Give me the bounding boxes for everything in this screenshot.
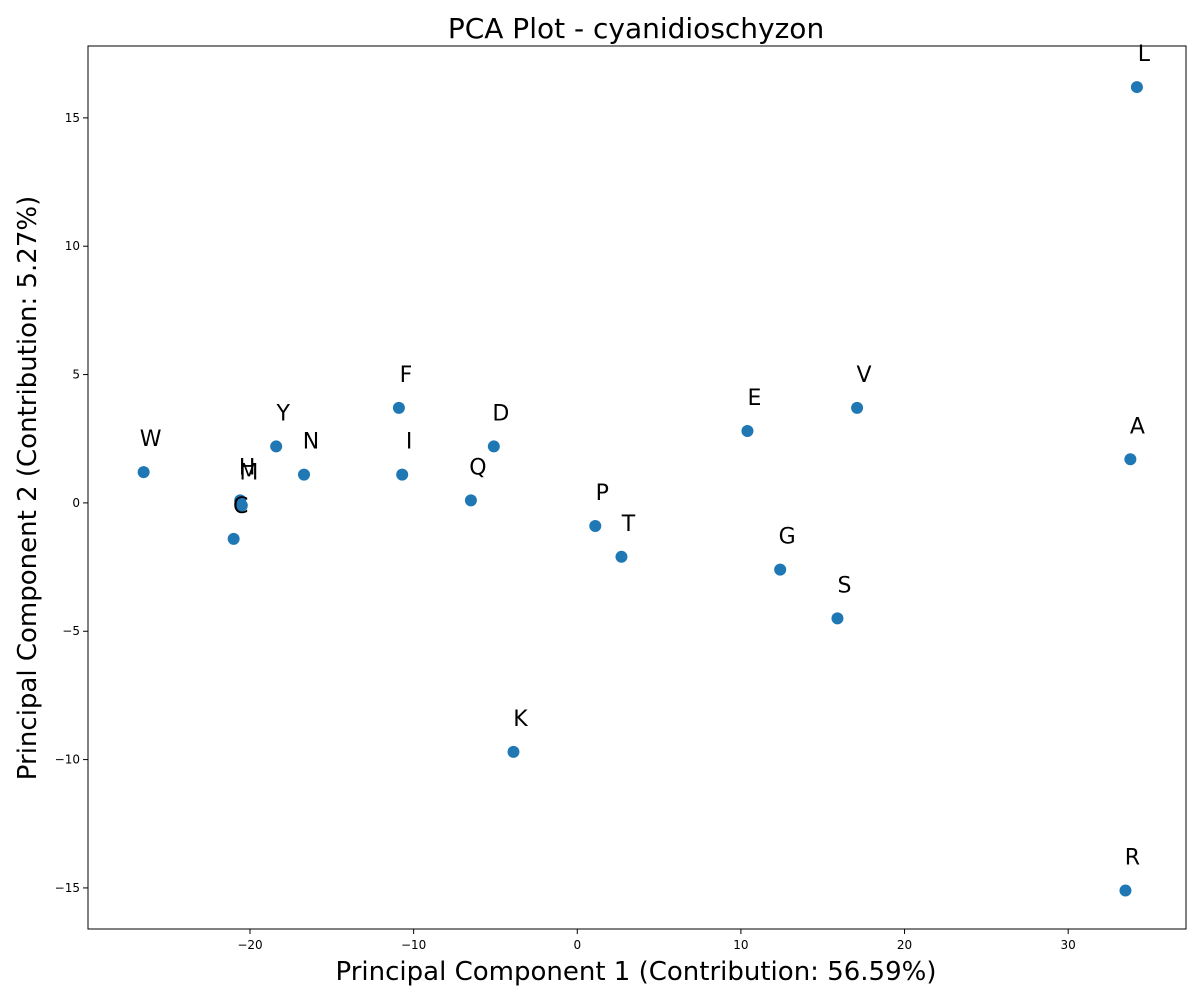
data-point-label-Q: Q: [469, 455, 486, 480]
data-point-M: [235, 499, 248, 512]
data-point-label-C: C: [233, 494, 248, 519]
data-point-A: [1124, 453, 1137, 466]
x-tick-label: −10: [401, 938, 426, 952]
data-point-T: [615, 550, 628, 563]
plot-frame: [87, 45, 1187, 930]
data-point-D: [487, 440, 500, 453]
x-tick-label: −20: [237, 938, 262, 952]
data-point-F: [392, 401, 405, 414]
data-point-label-E: E: [748, 386, 762, 411]
y-tick-label: −5: [62, 624, 80, 638]
y-tick-label: 10: [65, 239, 80, 253]
data-point-label-A: A: [1130, 414, 1145, 439]
y-axis-label: Principal Component 2 (Contribution: 5.2…: [13, 196, 43, 780]
data-point-label-R: R: [1125, 845, 1140, 870]
data-point-label-V: V: [857, 363, 872, 388]
y-tick-label: −10: [55, 753, 80, 767]
x-tick-label: 30: [1061, 938, 1076, 952]
x-tick-label: 20: [897, 938, 912, 952]
data-point-L: [1130, 81, 1143, 94]
y-tick-label: 5: [72, 368, 80, 382]
data-points: [137, 81, 1143, 897]
data-point-R: [1119, 884, 1132, 897]
data-point-label-W: W: [140, 427, 162, 452]
data-point-label-I: I: [406, 430, 413, 455]
data-point-W: [137, 466, 150, 479]
data-point-N: [298, 468, 310, 481]
data-point-K: [507, 745, 520, 758]
data-point-labels: L W HMC YN F I D Q K PT E G V S A R: [140, 42, 1151, 870]
data-point-label-N: N: [303, 430, 319, 455]
x-axis: −20 −10 0 10 20 30: [237, 929, 1076, 952]
data-point-label-F: F: [400, 363, 413, 388]
data-point-label-K: K: [513, 707, 528, 732]
y-axis: −15 −10 −5 0 5 10 15: [55, 111, 88, 895]
data-point-Q: [464, 494, 477, 507]
data-point-label-G: G: [779, 525, 796, 550]
y-tick-label: −15: [55, 881, 80, 895]
data-point-P: [589, 520, 602, 533]
data-point-label-M: M: [239, 460, 258, 485]
data-point-V: [851, 401, 864, 414]
data-point-label-H: H: [239, 455, 256, 480]
data-point-G: [774, 563, 787, 576]
y-tick-label: 0: [72, 496, 80, 510]
data-point-label-Y: Y: [275, 401, 290, 426]
data-point-label-D: D: [492, 401, 509, 426]
data-point-C: [227, 532, 240, 545]
data-point-S: [831, 612, 844, 625]
y-tick-label: 15: [65, 111, 80, 125]
x-tick-label: 10: [733, 938, 748, 952]
chart-title: PCA Plot - cyanidioschyzon: [448, 12, 824, 45]
data-point-I: [396, 468, 409, 481]
data-point-label-L: L: [1138, 42, 1151, 67]
data-point-label-S: S: [837, 573, 851, 598]
data-point-E: [741, 425, 754, 438]
data-point-label-P: P: [596, 481, 609, 506]
data-point-Y: [270, 440, 283, 453]
data-point-label-T: T: [621, 512, 636, 537]
x-axis-label: Principal Component 1 (Contribution: 56.…: [336, 957, 937, 987]
x-tick-label: 0: [573, 938, 581, 952]
plot-area: [87, 45, 1187, 930]
